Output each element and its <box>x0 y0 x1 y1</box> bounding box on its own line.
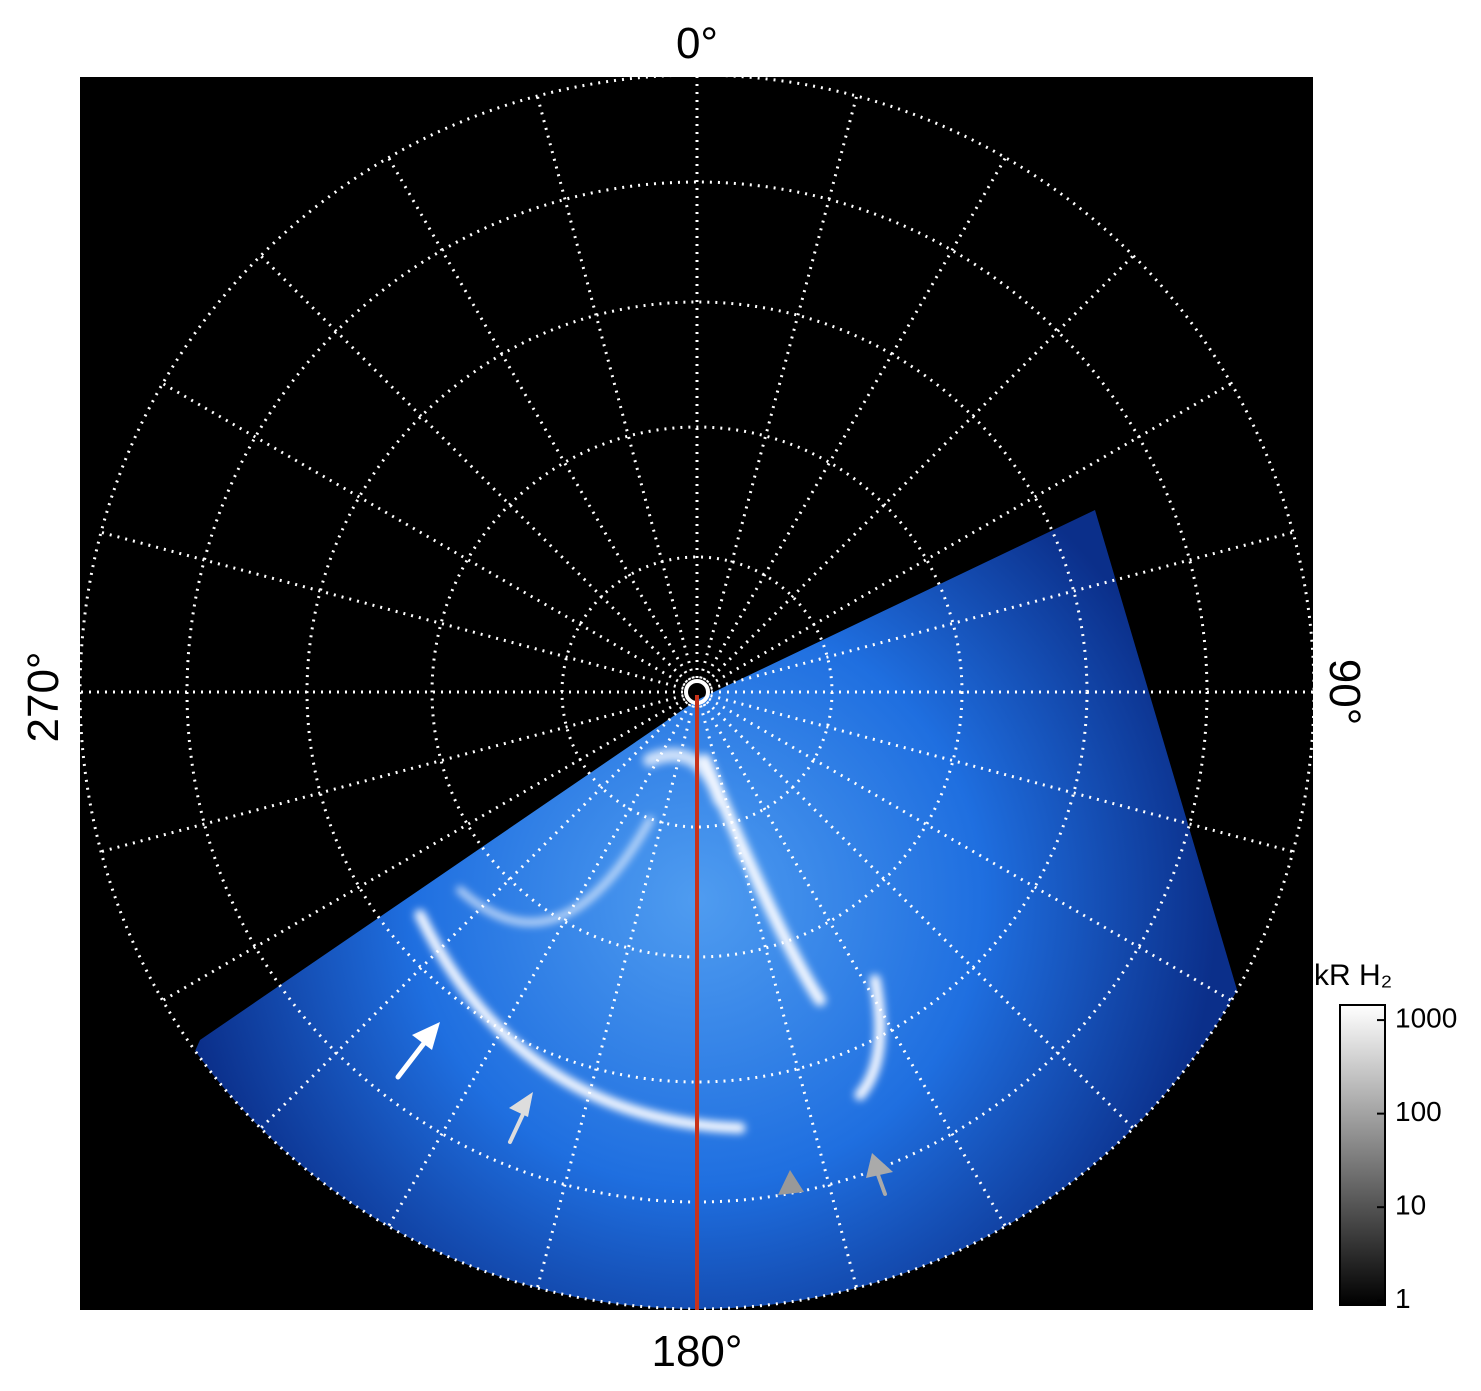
colorbar-axis: 1 10 100 1000 <box>1377 1002 1457 1314</box>
colorbar-title: kR H₂ <box>1314 959 1392 992</box>
direction-label: 0° <box>676 19 718 68</box>
colorbar <box>1339 1004 1386 1306</box>
direction-label: 90° <box>1320 659 1369 726</box>
colorbar-tick-label: 10 <box>1395 1190 1426 1221</box>
colorbar-tick-label: 100 <box>1395 1096 1442 1127</box>
arrows <box>395 1022 893 1196</box>
auroral-oval <box>414 748 886 1134</box>
colorbar-tick-label: 1000 <box>1395 1002 1457 1033</box>
direction-label: 180° <box>651 1327 742 1376</box>
direction-label: 270° <box>19 651 68 742</box>
colorbar-tick-label: 1 <box>1395 1283 1411 1314</box>
